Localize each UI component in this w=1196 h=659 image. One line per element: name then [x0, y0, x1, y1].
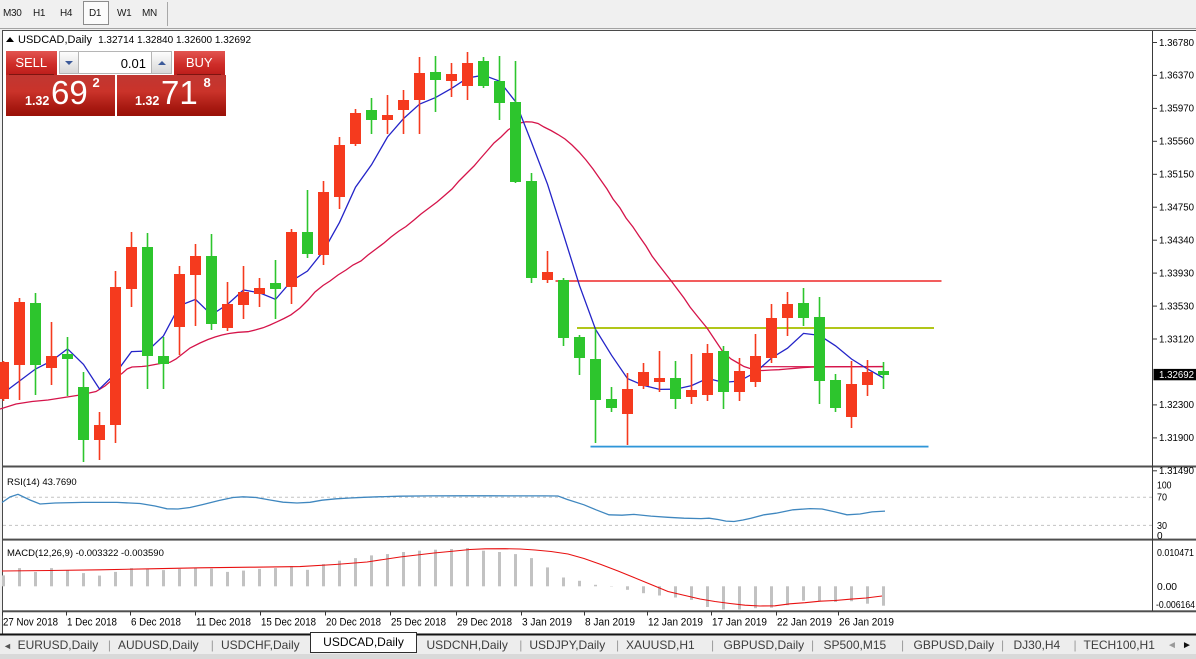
- svg-text:1.33530: 1.33530: [1159, 301, 1194, 312]
- svg-text:30: 30: [1157, 521, 1167, 532]
- svg-text:11 Dec 2018: 11 Dec 2018: [196, 617, 251, 629]
- svg-text:3 Jan 2019: 3 Jan 2019: [522, 617, 572, 629]
- svg-text:29 Dec 2018: 29 Dec 2018: [457, 617, 512, 629]
- svg-text:0.00: 0.00: [1157, 582, 1177, 593]
- svg-text:1.35150: 1.35150: [1159, 170, 1194, 181]
- svg-text:26 Jan 2019: 26 Jan 2019: [839, 617, 894, 629]
- svg-text:1 Dec 2018: 1 Dec 2018: [67, 617, 117, 629]
- svg-text:1.35970: 1.35970: [1159, 104, 1194, 115]
- svg-text:100: 100: [1157, 481, 1172, 492]
- svg-text:1.34340: 1.34340: [1159, 236, 1194, 247]
- svg-text:6 Dec 2018: 6 Dec 2018: [131, 617, 181, 629]
- svg-text:1.36780: 1.36780: [1159, 38, 1194, 49]
- svg-text:15 Dec 2018: 15 Dec 2018: [261, 617, 316, 629]
- svg-text:25 Dec 2018: 25 Dec 2018: [391, 617, 446, 629]
- svg-text:0: 0: [1157, 531, 1163, 542]
- svg-text:1.31900: 1.31900: [1159, 433, 1194, 444]
- svg-text:1.32692: 1.32692: [1159, 370, 1194, 381]
- svg-text:MACD(12,26,9) -0.003322 -0.003: MACD(12,26,9) -0.003322 -0.003590: [7, 548, 164, 559]
- svg-text:8 Jan 2019: 8 Jan 2019: [585, 617, 635, 629]
- svg-text:1.36370: 1.36370: [1159, 71, 1194, 82]
- svg-text:1.34750: 1.34750: [1159, 203, 1194, 214]
- svg-text:-0.006164: -0.006164: [1156, 600, 1195, 611]
- svg-text:1.33930: 1.33930: [1159, 268, 1194, 279]
- svg-text:12 Jan 2019: 12 Jan 2019: [648, 617, 703, 629]
- svg-text:1.33120: 1.33120: [1159, 334, 1194, 345]
- svg-text:0.010471: 0.010471: [1157, 548, 1194, 559]
- svg-text:1.31490: 1.31490: [1159, 466, 1194, 477]
- svg-text:RSI(14) 43.7690: RSI(14) 43.7690: [7, 477, 77, 488]
- svg-text:1.32300: 1.32300: [1159, 400, 1194, 411]
- svg-text:17 Jan 2019: 17 Jan 2019: [712, 617, 767, 629]
- svg-text:22 Jan 2019: 22 Jan 2019: [777, 617, 832, 629]
- svg-text:20 Dec 2018: 20 Dec 2018: [326, 617, 381, 629]
- svg-text:70: 70: [1157, 493, 1167, 504]
- svg-text:27 Nov 2018: 27 Nov 2018: [3, 617, 58, 629]
- svg-text:1.35560: 1.35560: [1159, 137, 1194, 148]
